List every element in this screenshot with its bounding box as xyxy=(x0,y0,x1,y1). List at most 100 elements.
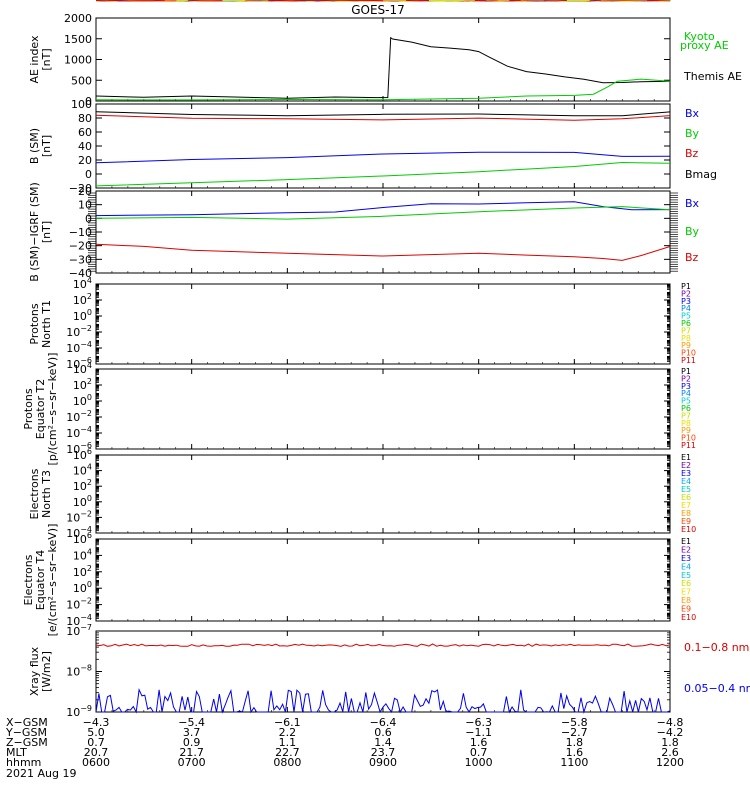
x-row-value: −6.3 xyxy=(465,716,492,729)
panel-frame xyxy=(95,630,671,713)
y-tick-exponent: 6 xyxy=(87,447,92,456)
y-tick-label: 100 xyxy=(73,308,92,323)
x-row-value: −6.4 xyxy=(370,716,397,729)
y-axis-label: Protons xyxy=(22,388,35,429)
y-tick-exponent: −2 xyxy=(80,324,92,333)
legend-entry: P10 xyxy=(681,434,696,443)
y-axis-label: Equator T2 xyxy=(34,379,47,439)
x-row-value: 3.7 xyxy=(183,726,201,739)
y-tick-exponent: 2 xyxy=(87,564,92,573)
series-line xyxy=(96,0,671,2)
y-tick-exponent: −6 xyxy=(80,441,92,450)
y-tick-label: 20 xyxy=(78,185,92,198)
x-row-value: 0600 xyxy=(82,756,110,769)
y-tick-label: 104 xyxy=(73,361,92,376)
y-tick-label: 104 xyxy=(73,276,92,291)
legend-entry: E4 xyxy=(681,477,691,486)
legend-entry: P3 xyxy=(681,297,691,306)
y-tick-label: −40 xyxy=(69,267,92,280)
y-axis-label: [nT] xyxy=(40,221,53,243)
x-row-value: 2.2 xyxy=(279,726,297,739)
panel-8: 10−9 10−8 10−7 Xray flux [W/m2] 0.1−0.8 nm 0.0… xyxy=(28,623,750,719)
y-axis-label: Equator T4 xyxy=(34,550,47,610)
panel-frame xyxy=(95,454,671,534)
y-tick-label: 10−6 xyxy=(66,441,92,456)
y-tick-label: 104 xyxy=(73,547,92,562)
x-row-label: hhmm xyxy=(6,756,41,769)
x-axis-date: 2021 Aug 19 xyxy=(6,767,76,780)
x-row-value: 0800 xyxy=(273,756,301,769)
plot-title: GOES-17 xyxy=(351,3,405,17)
panel-frame xyxy=(95,17,671,102)
y-axis-label: [nT] xyxy=(40,48,53,70)
y-tick-label: 100 xyxy=(73,393,92,408)
y-tick-exponent: 2 xyxy=(87,478,92,487)
y-tick-exponent: 4 xyxy=(87,361,92,370)
x-row-value: 21.7 xyxy=(179,746,204,759)
series-line xyxy=(95,206,671,220)
legend-entry: P3 xyxy=(681,382,691,391)
legend-entry: P6 xyxy=(681,319,691,328)
legend-entry: E10 xyxy=(681,613,696,622)
x-row-value: 0700 xyxy=(178,756,206,769)
legend-entry: E5 xyxy=(681,485,691,494)
y-tick-label: 0 xyxy=(85,212,92,225)
x-row-value: −5.4 xyxy=(178,716,205,729)
y-tick-exponent: 6 xyxy=(87,531,92,540)
legend-entry: E3 xyxy=(681,554,691,563)
series-line xyxy=(95,36,671,99)
legend-entry: P1 xyxy=(681,367,691,376)
legend-entry: Bx xyxy=(685,107,700,120)
y-axis-label: [nT] xyxy=(40,135,53,157)
y-tick-exponent: −2 xyxy=(80,409,92,418)
x-row-label: Z−GSM xyxy=(6,736,48,749)
x-row-label: Y−GSM xyxy=(5,726,47,739)
y-tick-exponent: −4 xyxy=(80,613,92,622)
legend-entry: E1 xyxy=(681,537,691,546)
y-axis-label: B (SM) xyxy=(28,128,41,164)
y-tick-exponent: −4 xyxy=(80,525,92,534)
y-tick-label: −10 xyxy=(69,226,92,239)
y-tick-exponent: 4 xyxy=(87,276,92,285)
legend-entry: E8 xyxy=(681,509,691,518)
x-row-value: −2.7 xyxy=(561,726,588,739)
x-row-label: MLT xyxy=(6,746,27,759)
legend-entry: Bx xyxy=(685,197,700,210)
x-row-value: 0.7 xyxy=(87,736,105,749)
x-row-value: 1000 xyxy=(465,756,493,769)
y-tick-label: 10−4 xyxy=(66,340,92,355)
legend-entry: 0.1−0.8 nm xyxy=(684,641,749,654)
y-axis-label: North T3 xyxy=(40,470,53,518)
y-axis-label: North T1 xyxy=(40,300,53,348)
y-axis-label: Electrons xyxy=(28,468,41,519)
x-row-value: 23.7 xyxy=(371,746,396,759)
x-row-value: −4.8 xyxy=(657,716,684,729)
legend-entry: P11 xyxy=(681,441,696,450)
y-axis-label: Xray flux xyxy=(28,646,41,696)
series-line xyxy=(95,78,671,101)
x-row-value: 0.9 xyxy=(183,736,201,749)
y-tick-label: 10−2 xyxy=(66,409,92,424)
series-line xyxy=(95,151,671,164)
legend-entry: E10 xyxy=(681,525,696,534)
x-row-value: 1.4 xyxy=(374,736,392,749)
x-row-value: −5.8 xyxy=(561,716,588,729)
legend-entry: Themis AE xyxy=(683,70,742,83)
x-row-value: 5.0 xyxy=(87,726,105,739)
legend-entry: P7 xyxy=(681,411,691,420)
legend-entry: E6 xyxy=(681,579,691,588)
x-row-value: 1.1 xyxy=(279,736,297,749)
legend-entry: P5 xyxy=(681,312,691,321)
legend-entry: By xyxy=(685,225,700,238)
x-row-value: −4.3 xyxy=(83,716,110,729)
y-tick-label: 10−4 xyxy=(66,525,92,540)
y-tick-exponent: 2 xyxy=(87,292,92,301)
x-row-value: −1.1 xyxy=(465,726,492,739)
y-tick-label: −20 xyxy=(69,240,92,253)
x-row-value: 0900 xyxy=(369,756,397,769)
series-line xyxy=(95,243,671,261)
y-axis-label: Protons xyxy=(28,303,41,344)
